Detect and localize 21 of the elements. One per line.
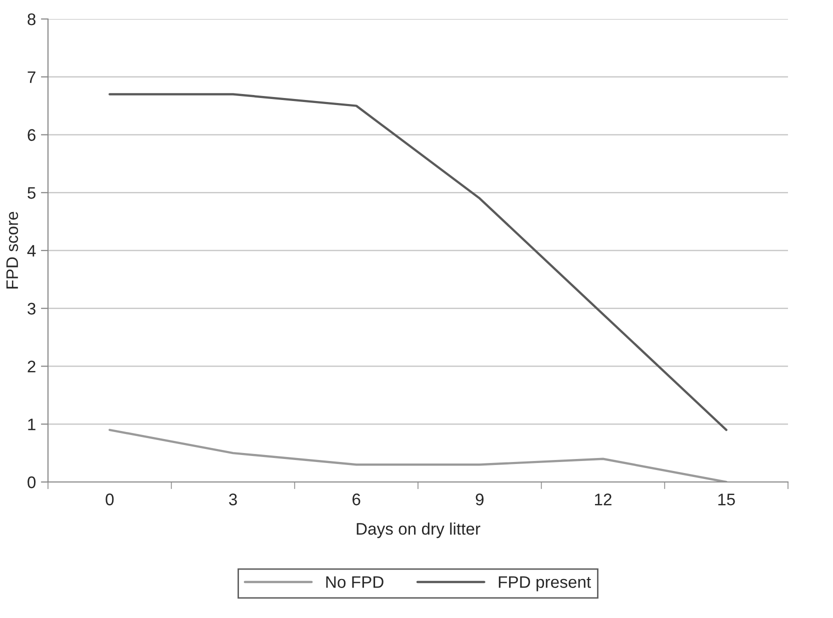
y-tick-label: 7 [28,71,36,83]
line-series [108,428,728,482]
y-tick-label: 8 [28,13,36,26]
x-tick-label: 0 [106,494,114,506]
y-tick-label: 2 [28,360,36,372]
line-series [108,93,728,432]
y-tick-label: 0 [28,476,36,488]
y-tick-label: 6 [28,129,36,141]
x-axis-title: Days on dry litter [356,522,480,538]
y-tick-label: 3 [28,302,36,315]
y-axis-title: FPD score [6,212,18,288]
legend-label: FPD present [498,576,591,592]
y-tick-label: 1 [28,418,36,430]
x-tick-label: 12 [595,494,612,506]
y-tick-label: 5 [28,187,36,199]
x-tick-label: 15 [718,494,735,506]
y-tick-label: 4 [27,245,36,257]
x-tick-label: 3 [229,494,237,506]
x-tick-label: 6 [352,494,360,506]
legend-label: No FPD [326,576,384,588]
x-tick-label: 9 [476,494,484,506]
